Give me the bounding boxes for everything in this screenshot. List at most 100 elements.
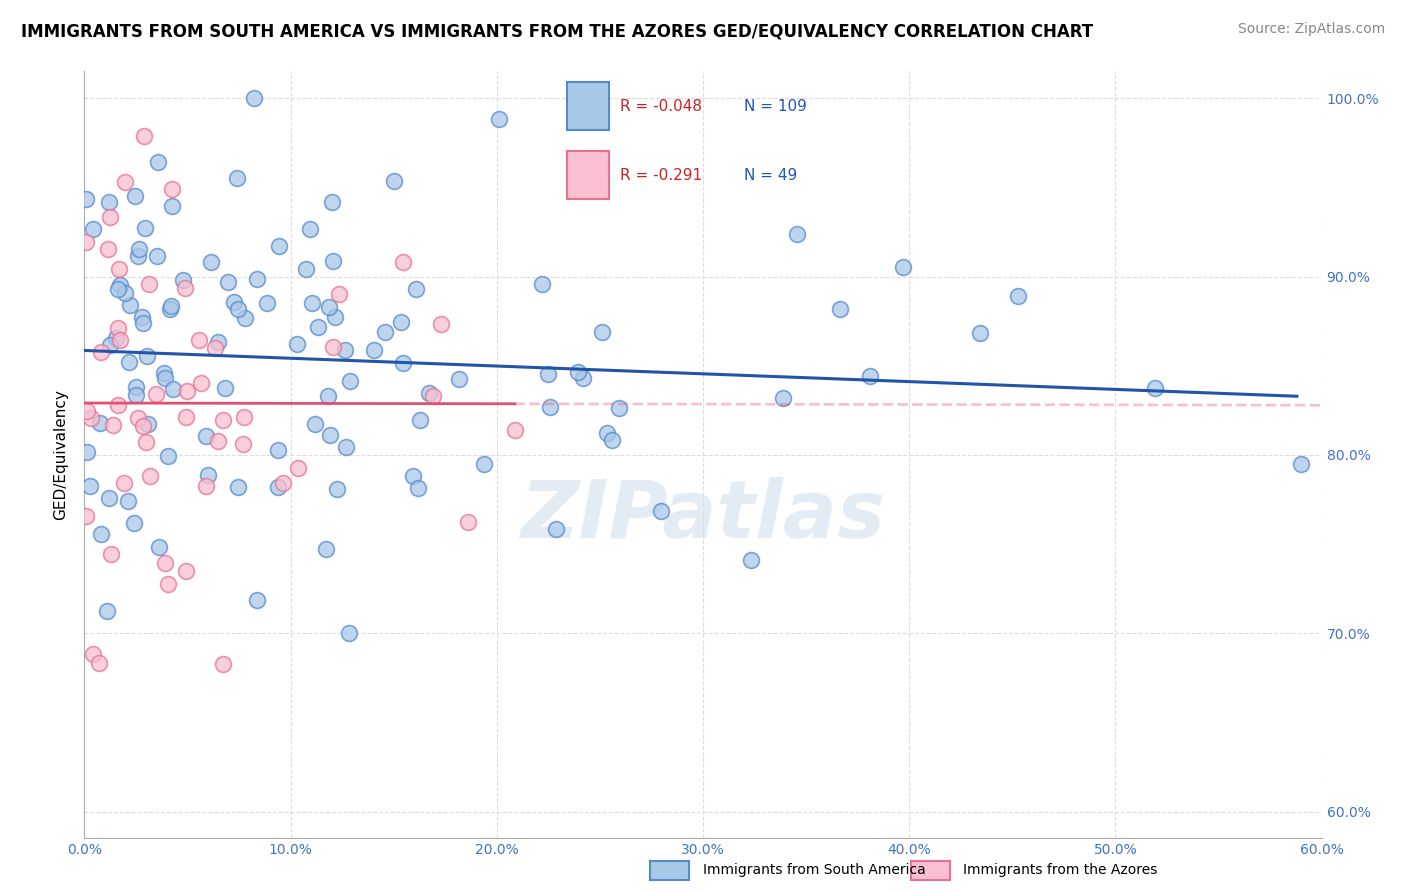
Point (607, 401, 630, 416)
Point (79, 479, 101, 493)
Point (246, 593, 269, 607)
Point (1007, 289, 1029, 303)
Point (457, 515, 479, 529)
Point (531, 277, 554, 291)
Point (287, 337, 309, 351)
Point (337, 626, 360, 640)
Point (243, 91, 266, 105)
Point (153, 556, 176, 570)
Point (382, 174, 405, 188)
Point (114, 176, 136, 190)
Point (107, 282, 129, 296)
Point (131, 310, 153, 324)
Point (339, 374, 361, 388)
Point (335, 343, 357, 358)
Point (316, 389, 339, 403)
Point (392, 356, 415, 370)
Point (114, 285, 136, 300)
Point (132, 316, 155, 330)
Point (117, 494, 139, 508)
Point (602, 434, 624, 448)
Point (224, 295, 246, 310)
Point (322, 340, 344, 354)
Point (135, 434, 157, 449)
Point (207, 434, 229, 448)
Point (571, 370, 593, 384)
Point (295, 261, 318, 276)
Point (232, 436, 254, 450)
Point (156, 576, 179, 591)
Point (125, 388, 148, 402)
Point (287, 460, 309, 475)
Point (145, 387, 167, 401)
FancyBboxPatch shape (567, 151, 609, 200)
Point (82, 647, 104, 661)
Point (537, 368, 560, 382)
Point (118, 298, 141, 312)
Point (136, 349, 159, 363)
Point (204, 341, 226, 355)
Point (82, 222, 104, 236)
Point (176, 384, 198, 398)
Point (546, 522, 568, 536)
Point (105, 331, 128, 345)
Point (107, 320, 129, 334)
Text: N = 109: N = 109 (744, 99, 807, 114)
Point (98, 337, 121, 351)
Point (828, 301, 851, 316)
Point (772, 391, 794, 405)
Point (108, 333, 131, 347)
Point (392, 255, 415, 269)
Point (107, 398, 129, 412)
Point (323, 310, 346, 324)
Point (315, 542, 337, 557)
Point (246, 271, 269, 285)
Point (591, 325, 613, 339)
Point (212, 412, 235, 426)
Point (146, 155, 169, 169)
Point (891, 260, 914, 274)
Point (172, 273, 194, 287)
Point (190, 376, 212, 391)
Point (160, 182, 183, 196)
Point (152, 366, 174, 380)
Text: ZIPatlas: ZIPatlas (520, 477, 886, 556)
Point (188, 333, 211, 347)
Point (405, 282, 427, 296)
Point (325, 482, 347, 496)
Point (90, 527, 112, 541)
Point (214, 381, 236, 395)
Point (226, 479, 249, 493)
Point (503, 423, 526, 437)
Point (156, 449, 179, 463)
Point (217, 275, 239, 289)
Point (969, 326, 991, 341)
Text: R = -0.291: R = -0.291 (620, 169, 703, 184)
Point (98, 210, 121, 224)
Point (267, 239, 290, 253)
Point (75, 235, 97, 250)
Point (859, 368, 882, 383)
Point (75, 508, 97, 523)
Point (298, 222, 321, 236)
Point (1144, 381, 1167, 395)
Point (132, 419, 155, 434)
Point (402, 468, 425, 483)
Text: Immigrants from South America: Immigrants from South America (703, 863, 925, 877)
Text: R = -0.048: R = -0.048 (620, 99, 703, 114)
Point (112, 476, 135, 491)
Point (96, 604, 118, 618)
Point (430, 317, 453, 331)
Point (124, 189, 146, 203)
Point (740, 553, 762, 567)
Point (148, 541, 170, 555)
Point (322, 254, 344, 268)
Point (319, 428, 342, 442)
Point (422, 389, 444, 403)
Text: Source: ZipAtlas.com: Source: ZipAtlas.com (1237, 22, 1385, 37)
Point (335, 440, 357, 454)
Point (138, 469, 160, 483)
Point (118, 355, 141, 369)
Point (271, 475, 294, 490)
Point (474, 457, 496, 471)
